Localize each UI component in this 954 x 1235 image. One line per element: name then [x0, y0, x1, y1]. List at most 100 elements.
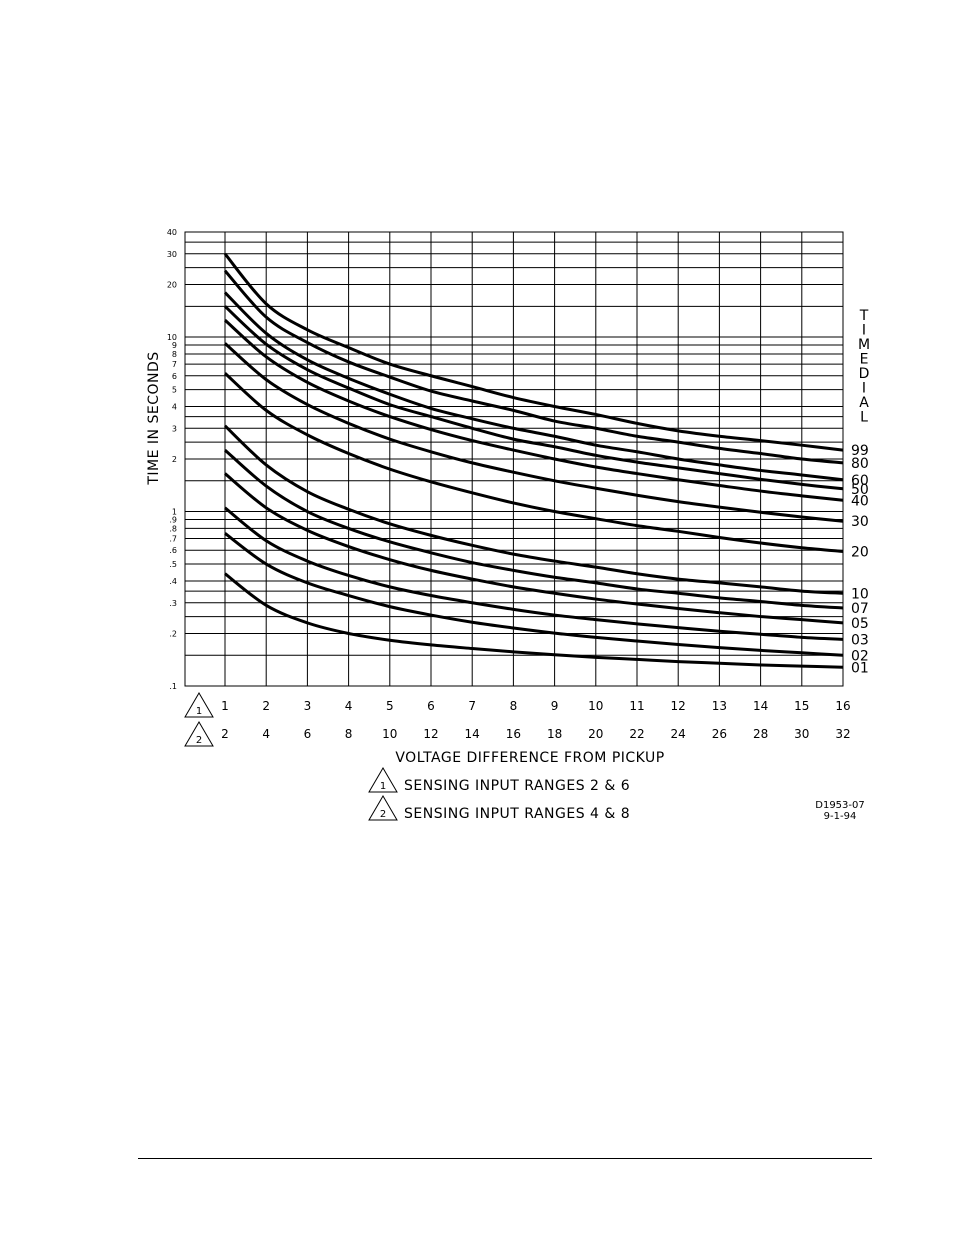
y-tick-label: 2: [172, 455, 177, 464]
y-tick-label: .7: [169, 535, 177, 544]
y-tick-label: 6: [172, 372, 177, 381]
time-dial-title-letter: T: [859, 308, 869, 324]
y-tick-label: .9: [169, 516, 177, 525]
y-tick-label: .5: [169, 560, 177, 569]
curve-dial-60: [223, 291, 844, 482]
x-tick-label-scale-1: 12: [671, 699, 686, 713]
x-tick-label-scale-2: 30: [794, 727, 809, 741]
curve-dial-20: [223, 372, 844, 553]
x-tick-label-scale-1: 4: [345, 699, 353, 713]
dial-label-50: 50: [851, 482, 869, 498]
x-tick-label-scale-2: 14: [465, 727, 480, 741]
time-dial-title-letter: E: [860, 352, 869, 368]
x-tick-label-scale-2: 24: [671, 727, 686, 741]
time-dial-title-letter: I: [862, 323, 866, 339]
x-tick-label-scale-2: 20: [588, 727, 603, 741]
curve-dial-50: [223, 305, 844, 491]
footer-rule: [138, 1158, 872, 1159]
legend-item-1: 1 SENSING INPUT RANGES 2 & 6: [368, 767, 630, 794]
x-tick-label-scale-1: 15: [794, 699, 809, 713]
x-tick-label-scale-2: 12: [423, 727, 438, 741]
curve-dial-40: [224, 319, 844, 502]
x-tick-label-scale-2: 22: [629, 727, 644, 741]
x-tick-label-scale-1: 5: [386, 699, 394, 713]
svg-text:1: 1: [196, 706, 202, 717]
svg-text:SENSING INPUT RANGES 4 & 8: SENSING INPUT RANGES 4 & 8: [404, 806, 630, 822]
dial-label-40: 40: [851, 493, 869, 509]
chart-grid: [184, 231, 844, 687]
y-tick-label: .2: [169, 629, 177, 638]
scale-1-marker: 1: [184, 692, 214, 718]
scale-2-marker: 2: [184, 721, 214, 747]
drawing-date: 9-1-94: [824, 811, 857, 822]
dial-label-30: 30: [851, 514, 869, 530]
time-dial-title-letter: L: [860, 410, 868, 426]
y-tick-label: .1: [169, 682, 177, 691]
dial-label-01: 01: [851, 660, 869, 676]
dial-label-80: 80: [851, 456, 869, 472]
y-tick-label: 3: [172, 424, 177, 433]
svg-text:2: 2: [380, 809, 386, 820]
x-tick-label-scale-2: 4: [262, 727, 270, 741]
x-tick-label-scale-2: 18: [547, 727, 562, 741]
curve-dial-30: [224, 342, 844, 523]
x-tick-label-scale-2: 10: [382, 727, 397, 741]
y-axis-title: TIME IN SECONDS: [146, 351, 162, 485]
curve-dial-99: [223, 252, 844, 452]
svg-text:1: 1: [380, 781, 386, 792]
legend-item-2: 2 SENSING INPUT RANGES 4 & 8: [368, 795, 630, 822]
x-tick-label-scale-2: 6: [304, 727, 312, 741]
svg-text:SENSING INPUT RANGES 2 & 6: SENSING INPUT RANGES 2 & 6: [404, 778, 630, 794]
chart-curves: [223, 252, 844, 669]
svg-text:2: 2: [196, 735, 202, 746]
dial-label-60: 60: [851, 473, 869, 489]
dial-label-07: 07: [851, 601, 869, 617]
y-tick-label: 30: [167, 250, 177, 259]
y-tick-label: .3: [169, 599, 177, 608]
dial-label-03: 03: [851, 632, 869, 648]
x-tick-label-scale-2: 2: [221, 727, 229, 741]
dial-label-02: 02: [851, 648, 869, 664]
curve-dial-05: [224, 472, 844, 625]
curve-dial-01: [224, 572, 844, 669]
x-tick-label-scale-1: 2: [262, 699, 270, 713]
x-tick-label-scale-1: 8: [510, 699, 518, 713]
x-tick-label-scale-1: 16: [835, 699, 850, 713]
y-tick-label: 4: [172, 402, 177, 411]
y-tick-label: 40: [167, 228, 177, 237]
curve-dial-07: [224, 448, 844, 610]
dial-label-99: 99: [851, 443, 869, 459]
time-dial-title-letter: M: [858, 337, 870, 353]
dial-label-10: 10: [851, 586, 869, 602]
x-tick-label-scale-1: 1: [221, 699, 229, 713]
x-tick-label-scale-1: 13: [712, 699, 727, 713]
y-tick-label: 9: [172, 341, 177, 350]
x-tick-label-scale-2: 28: [753, 727, 768, 741]
x-tick-label-scale-1: 11: [629, 699, 644, 713]
x-tick-label-scale-2: 16: [506, 727, 521, 741]
x-tick-label-scale-2: 32: [835, 727, 850, 741]
y-tick-label: .8: [169, 524, 177, 533]
curve-dial-03: [224, 506, 844, 641]
dial-label-20: 20: [851, 545, 869, 561]
x-tick-label-scale-1: 10: [588, 699, 603, 713]
x-tick-label-scale-1: 9: [551, 699, 559, 713]
time-dial-title-letter: A: [859, 395, 869, 411]
x-axis-title: VOLTAGE DIFFERENCE FROM PICKUP: [395, 750, 664, 766]
x-tick-label-scale-1: 3: [304, 699, 312, 713]
x-tick-label-scale-2: 26: [712, 727, 727, 741]
y-tick-label: 8: [172, 350, 177, 359]
y-tick-label: 1: [172, 508, 177, 517]
drawing-id: D1953-07: [815, 800, 864, 811]
x-tick-label-scale-1: 6: [427, 699, 435, 713]
y-tick-label: .4: [169, 577, 177, 586]
y-tick-label: 7: [172, 360, 177, 369]
dial-label-05: 05: [851, 616, 869, 632]
x-tick-label-scale-2: 8: [345, 727, 353, 741]
x-tick-label-scale-1: 14: [753, 699, 768, 713]
y-tick-label: 20: [167, 281, 177, 290]
time-dial-title-letter: D: [859, 366, 870, 382]
